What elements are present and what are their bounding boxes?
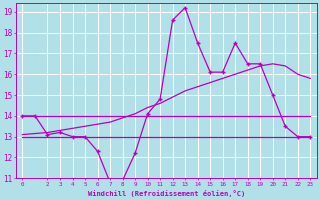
X-axis label: Windchill (Refroidissement éolien,°C): Windchill (Refroidissement éolien,°C) — [88, 190, 245, 197]
